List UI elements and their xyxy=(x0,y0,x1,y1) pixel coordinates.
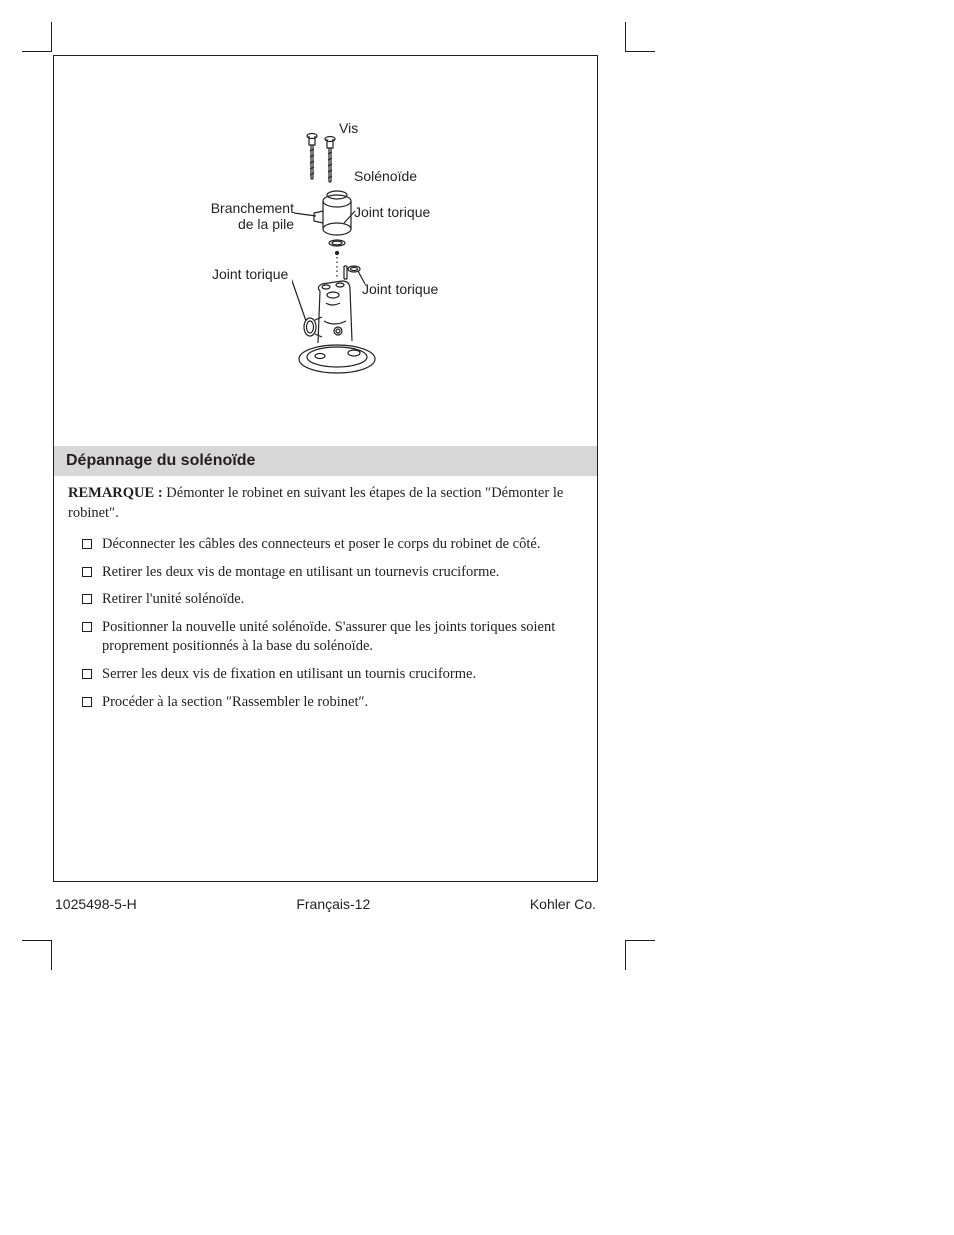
checklist: Déconnecter les câbles des connecteurs e… xyxy=(54,523,597,712)
list-item: Procéder à la section ″Rassembler le rob… xyxy=(82,693,583,713)
crop-mark-bottom-right xyxy=(625,940,655,970)
crop-mark-top-right xyxy=(625,22,655,52)
solenoid-diagram xyxy=(292,111,422,381)
diagram-area: Vis Solénoïde Joint torique Branchement … xyxy=(54,56,597,446)
section-heading: Dépannage du solénoïde xyxy=(54,446,597,476)
remark-label: REMARQUE : xyxy=(68,485,163,501)
list-item: Retirer les deux vis de montage en utili… xyxy=(82,563,583,583)
list-item: Positionner la nouvelle unité solénoïde.… xyxy=(82,618,583,657)
footer-left: 1025498-5-H xyxy=(55,896,137,912)
remark-paragraph: REMARQUE : Démonter le robinet en suivan… xyxy=(54,476,597,523)
label-joint-torique-left: Joint torique xyxy=(212,266,288,282)
page: Vis Solénoïde Joint torique Branchement … xyxy=(0,0,954,1235)
crop-mark-top-left xyxy=(22,22,52,52)
label-branchement: Branchement de la pile xyxy=(198,200,294,232)
crop-mark-bottom-left xyxy=(22,940,52,970)
footer-right: Kohler Co. xyxy=(530,896,596,912)
list-item: Déconnecter les câbles des connecteurs e… xyxy=(82,535,583,555)
footer-center: Français-12 xyxy=(296,896,370,912)
list-item: Serrer les deux vis de fixation en utili… xyxy=(82,665,583,685)
list-item: Retirer l'unité solénoïde. xyxy=(82,590,583,610)
page-footer: 1025498-5-H Français-12 Kohler Co. xyxy=(53,896,598,912)
content-frame: Vis Solénoïde Joint torique Branchement … xyxy=(53,55,598,882)
